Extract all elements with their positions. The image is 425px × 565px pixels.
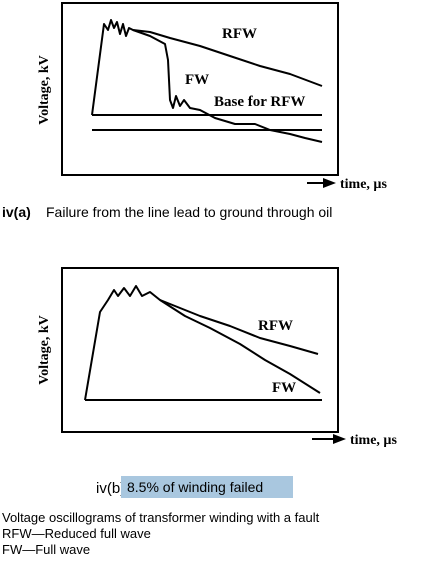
- y-axis-label: Voltage, kV: [37, 55, 52, 125]
- y-axis-label: Voltage, kV: [37, 315, 52, 385]
- curve-label: Base for RFW: [214, 94, 305, 110]
- curve-label: RFW: [222, 26, 257, 42]
- arrow-head: [333, 434, 346, 444]
- arrow-head: [323, 178, 336, 188]
- footer-line: RFW—Reduced full wave: [2, 526, 151, 541]
- curve-label: FW: [272, 380, 296, 396]
- panel-b: Voltage, kV RFW FW time, µs iv(b) 8.5% o…: [37, 267, 397, 498]
- footer-line: FW—Full wave: [2, 542, 90, 557]
- rfw-curve: [91, 19, 323, 116]
- fw-curve: [159, 299, 321, 394]
- highlight: [121, 476, 293, 498]
- frame: [61, 267, 339, 433]
- fw-curve: [132, 29, 323, 143]
- caption: Failure from the line lead to ground thr…: [46, 204, 332, 220]
- x-axis-label: time, µs: [340, 177, 387, 192]
- footer: Voltage oscillograms of transformer wind…: [2, 510, 320, 557]
- panel-a: Voltage, kV RFW FW Base for RFW time, µs…: [2, 2, 387, 220]
- curve-label: FW: [185, 72, 209, 88]
- footer-line: Voltage oscillograms of transformer wind…: [2, 510, 320, 525]
- frame: [61, 2, 339, 176]
- rfw-curve: [84, 285, 319, 401]
- caption: 8.5% of winding failed: [127, 479, 263, 495]
- caption-id: iv(b): [96, 480, 125, 497]
- caption-id: iv(a): [2, 204, 31, 220]
- curve-label: RFW: [258, 318, 293, 334]
- x-axis-label: time, µs: [350, 433, 397, 448]
